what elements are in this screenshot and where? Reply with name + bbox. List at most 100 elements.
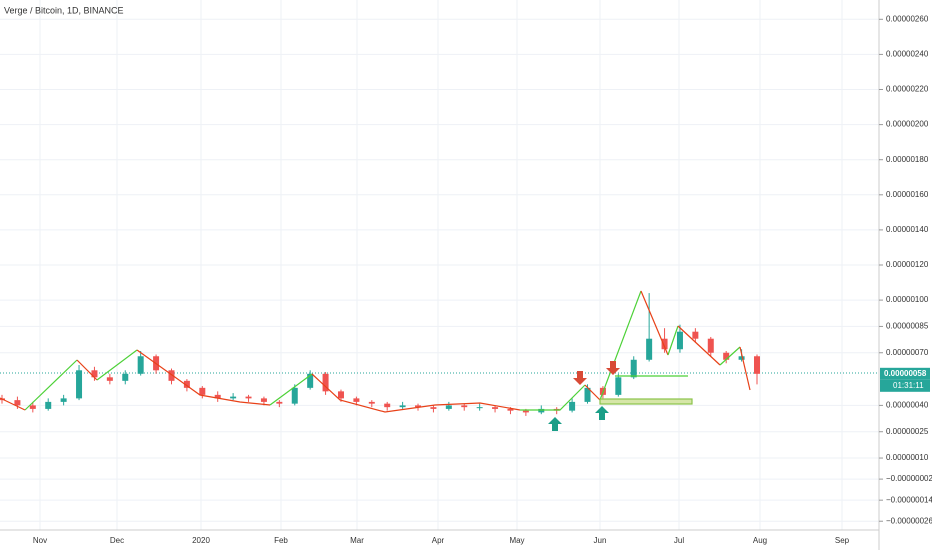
- candle-body: [76, 370, 83, 399]
- candle-body: [723, 352, 730, 360]
- y-tick-label: 0.00000180: [886, 155, 929, 164]
- axes: 0.00000260 0.00000240 0.00000220 0.00000200…: [33, 14, 932, 545]
- candle-body: [276, 401, 283, 404]
- zigzag-down: [76, 359, 98, 381]
- candle-body: [476, 407, 483, 409]
- arrow-up: [595, 406, 609, 420]
- x-tick-label: May: [509, 536, 524, 545]
- zigzag-down: [311, 373, 521, 413]
- drawings: [0, 290, 751, 413]
- zigzag-down: [739, 346, 751, 391]
- arrows: [548, 361, 620, 431]
- zigzag-up: [520, 384, 586, 411]
- chart-title: Verge / Bitcoin, 1D, BINANCE: [4, 5, 124, 15]
- last-price-label: 0.00000058: [884, 369, 927, 378]
- candle-body: [214, 394, 221, 399]
- candle-body: [168, 370, 175, 381]
- x-tick-label: Dec: [110, 536, 124, 545]
- candle-body: [754, 356, 760, 374]
- candle-body: [337, 391, 344, 399]
- x-tick-label: 2020: [192, 536, 210, 545]
- last-price-box: [880, 367, 930, 380]
- x-tick-label: Jun: [594, 536, 607, 545]
- candle-body: [461, 405, 468, 408]
- candle-body: [445, 405, 452, 409]
- y-tick-label: −0.00000014: [886, 495, 932, 504]
- candle-body: [29, 405, 36, 409]
- candle-body: [538, 408, 545, 413]
- candle-body: [137, 356, 144, 374]
- candle-body: [707, 338, 714, 353]
- candle-body: [661, 338, 668, 350]
- zigzag-down: [640, 290, 669, 356]
- candle-body: [430, 407, 437, 409]
- candle-body: [384, 403, 391, 408]
- candle-body: [291, 387, 298, 404]
- x-tick-label: Nov: [33, 536, 47, 545]
- candle-body: [183, 380, 190, 388]
- candle-body: [738, 356, 745, 360]
- candle-body: [60, 398, 67, 402]
- zigzag-down: [677, 325, 721, 366]
- y-tick-label: 0.00000010: [886, 453, 929, 462]
- candle-body: [584, 387, 591, 402]
- y-tick-label: 0.00000140: [886, 225, 929, 234]
- zigzag-down: [584, 384, 601, 401]
- candle-body: [692, 331, 699, 339]
- candle-body: [307, 373, 314, 388]
- candle-body: [569, 401, 576, 411]
- y-tick-label: 0.00000160: [886, 190, 929, 199]
- candle-body: [399, 405, 406, 408]
- y-tick-label: 0.00000120: [886, 260, 929, 269]
- y-tick-label: 0.00000240: [886, 50, 929, 59]
- candle-body: [260, 398, 267, 402]
- y-tick-label: 0.00000025: [886, 427, 929, 436]
- candle-body: [14, 400, 21, 406]
- x-tick-label: Jul: [674, 536, 684, 545]
- grid: [0, 0, 879, 530]
- candle-body: [676, 331, 683, 350]
- zigzag-down: [136, 349, 271, 406]
- candle-body: [45, 401, 52, 409]
- y-tick-label: −0.00000002: [886, 474, 932, 483]
- candle-body: [322, 373, 329, 392]
- candle-body: [646, 338, 653, 360]
- y-tick-label: −0.00000026: [886, 516, 932, 525]
- candle-body: [91, 370, 98, 378]
- candle-body: [492, 407, 499, 409]
- zigzag-up: [599, 290, 642, 401]
- candle-body: [630, 359, 637, 378]
- y-tick-label: 0.00000040: [886, 401, 929, 410]
- candle-body: [368, 401, 375, 404]
- arrow-up: [548, 417, 562, 431]
- countdown-label: 01:31:11: [893, 381, 924, 390]
- candle-body: [230, 396, 237, 399]
- zigzag-down: [0, 397, 26, 411]
- y-tick-label: 0.00000220: [886, 85, 929, 94]
- candles: [0, 293, 760, 416]
- zone: [599, 398, 693, 405]
- candle-body: [507, 408, 514, 411]
- candle-body: [522, 410, 529, 413]
- y-tick-label: 0.00000260: [886, 14, 929, 23]
- x-tick-label: Sep: [835, 536, 850, 545]
- y-tick-label: 0.00000100: [886, 295, 929, 304]
- candle-body: [415, 405, 422, 408]
- candle-body: [353, 398, 360, 402]
- zigzag-up: [269, 373, 313, 406]
- zigzag-up: [667, 325, 679, 356]
- x-tick-label: Aug: [753, 536, 767, 545]
- x-tick-label: Feb: [274, 536, 288, 545]
- x-tick-label: Apr: [432, 536, 445, 545]
- arrow-down: [606, 361, 620, 375]
- y-tick-label: 0.00000070: [886, 348, 929, 357]
- countdown-box: [880, 379, 930, 392]
- candle-body: [615, 377, 622, 395]
- candle-body: [122, 373, 129, 381]
- zigzag-up: [96, 349, 138, 381]
- candle-body: [199, 387, 206, 395]
- y-tick-label: 0.00000200: [886, 120, 929, 129]
